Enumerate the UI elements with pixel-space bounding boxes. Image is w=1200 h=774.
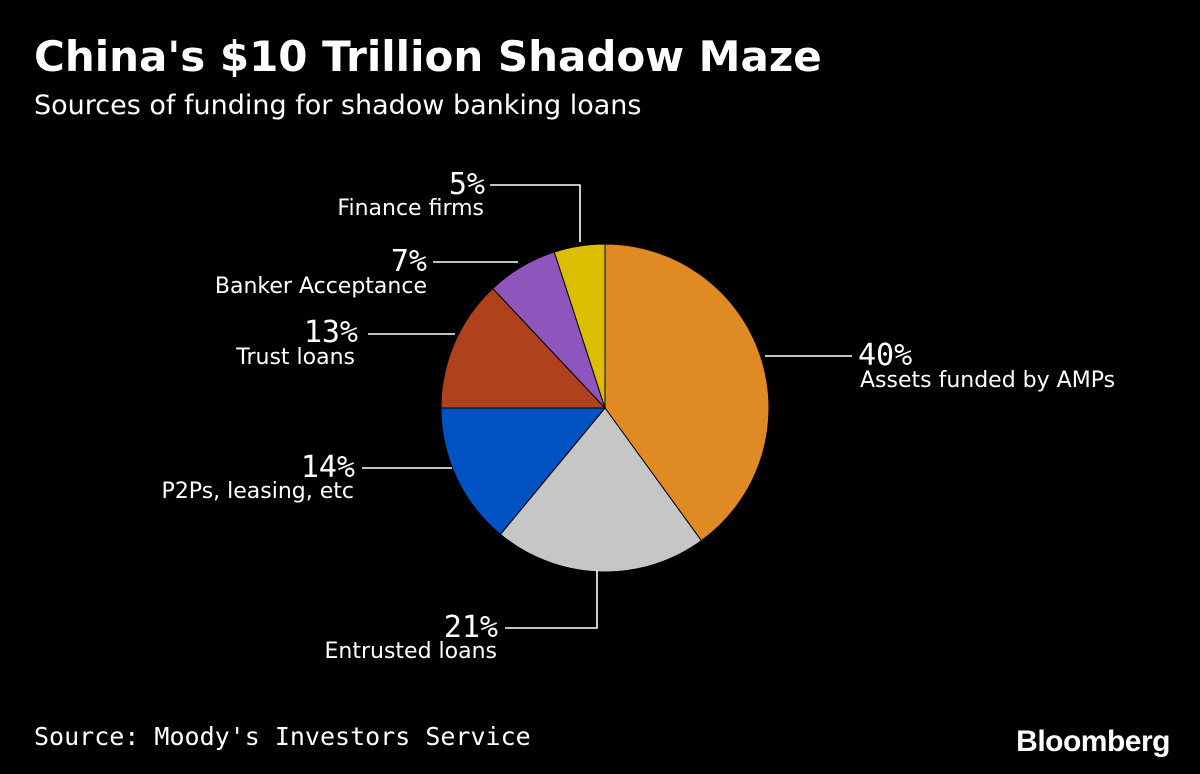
data-label-trust-loans: 13%	[304, 315, 358, 350]
pie-slices	[440, 243, 770, 573]
chart-subtitle: Sources of funding for shadow banking lo…	[34, 90, 642, 121]
pie-slice-finance-firms	[553, 243, 606, 409]
slice-labels: 40%Assets funded by AMPs 21%Entrusted loa…	[162, 167, 1115, 664]
leader-line-entrusted-loans	[505, 570, 598, 629]
category-label-assets-funded-by-amps: Assets funded by AMPs	[860, 368, 1115, 393]
category-label-finance-firms: Finance firms	[337, 196, 484, 221]
leader-lines	[362, 184, 852, 629]
data-label-banker-acceptance: 7%	[391, 244, 427, 279]
category-label-entrusted-loans: Entrusted loans	[325, 639, 498, 664]
pie-slice-trust-loans	[440, 287, 607, 409]
category-label-p2ps-leasing-etc: P2Ps, leasing, etc	[162, 479, 354, 504]
pie-slice-assets-funded-by-amps	[604, 243, 770, 542]
data-label-finance-firms: 5%	[449, 167, 485, 202]
category-label-trust-loans: Trust loans	[235, 345, 355, 370]
data-label-entrusted-loans: 21%	[444, 610, 498, 645]
source-note: Source: Moody's Investors Service	[34, 722, 531, 751]
data-label-assets-funded-by-amps: 40%	[858, 338, 912, 373]
pie-slice-p2ps-leasing-etc	[440, 407, 607, 536]
data-label-p2ps-leasing-etc: 14%	[301, 450, 355, 485]
bloomberg-logo: Bloomberg	[1016, 725, 1170, 758]
category-label-banker-acceptance: Banker Acceptance	[215, 274, 427, 299]
pie-slice-entrusted-loans	[499, 407, 703, 573]
leader-line-finance-firms	[490, 184, 581, 242]
chart-title: China's $10 Trillion Shadow Maze	[34, 32, 822, 81]
